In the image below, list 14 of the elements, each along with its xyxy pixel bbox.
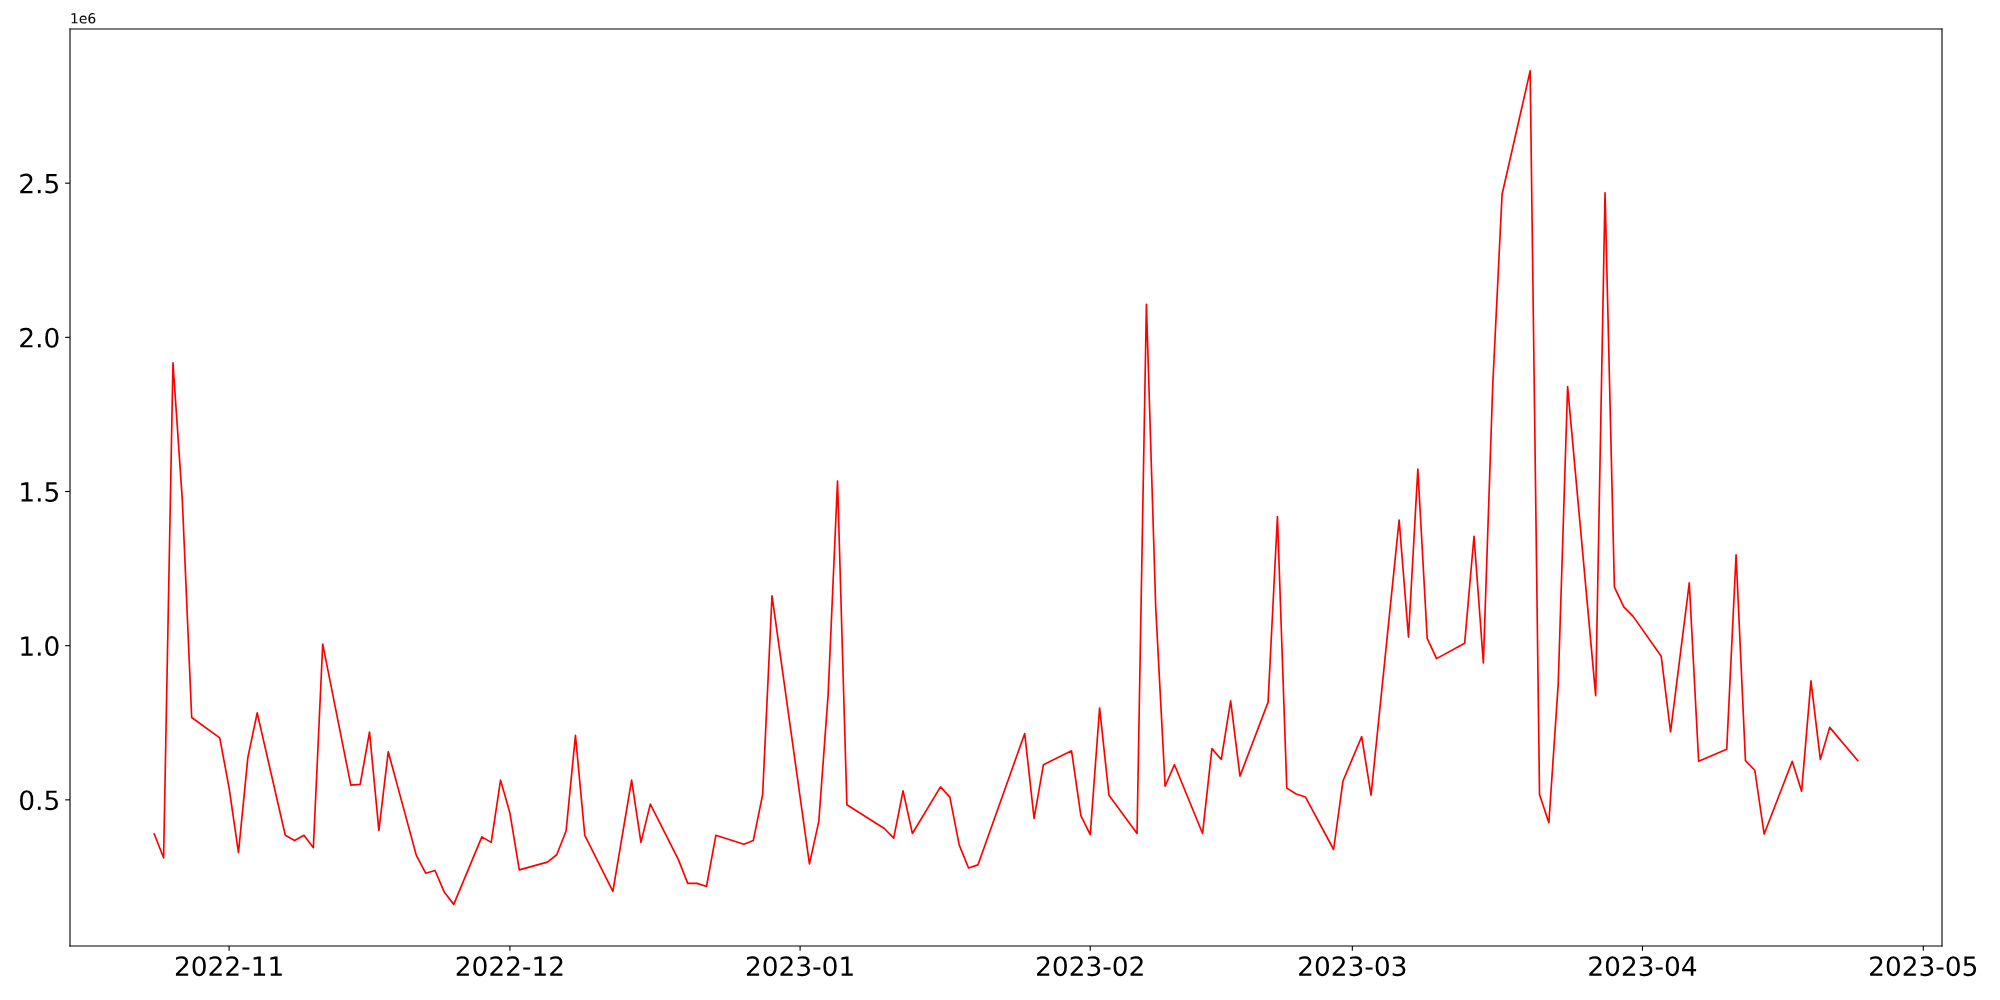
x-tick-label: 2023-04 [1589, 956, 1697, 977]
y-tick-label: 0.5 [20, 790, 58, 811]
y-tick-label: 2.0 [20, 327, 59, 348]
y-tick-label: 1.0 [21, 636, 59, 657]
x-tick-label: 2023-05 [1870, 956, 1977, 977]
x-tick-label: 2023-03 [1299, 956, 1406, 977]
x-tick-label: 2023-01 [746, 956, 853, 977]
x-tick-label: 2022-12 [456, 956, 563, 977]
x-tick-label: 2022-11 [175, 956, 282, 977]
y-tick-label: 2.5 [20, 173, 58, 194]
y-tick-label: 1.5 [21, 482, 58, 502]
line-series [153, 70, 1859, 906]
x-tick-label: 2023-02 [1037, 956, 1143, 977]
text: 1e6 [71, 13, 96, 24]
